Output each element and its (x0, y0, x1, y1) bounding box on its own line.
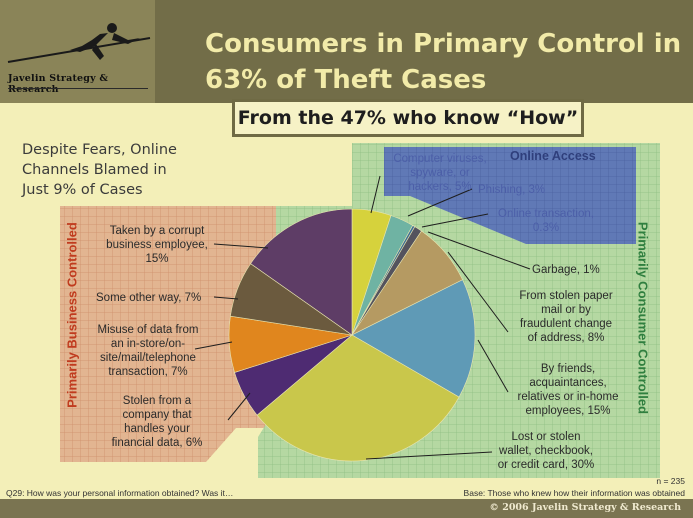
slice-label-garbage: Garbage, 1% (532, 264, 600, 276)
slice-label-wallet: Lost or stolen wallet, checkbook, or credi… (497, 431, 595, 471)
slice-label-employee: Taken by a corrupt business employee, 15% (106, 225, 208, 265)
left-note-line: Despite Fears, Online (22, 142, 177, 158)
copyright-bar: © 2006 Javelin Strategy & Research (0, 499, 693, 518)
copyright-text: © 2006 Javelin Strategy & Research (489, 502, 681, 513)
sample-size: n = 235 (656, 476, 685, 486)
title-line-1: Consumers in Primary Control in (205, 29, 682, 59)
logo-text: Javelin Strategy & Research (8, 73, 109, 95)
pie-slice-employee (250, 208, 353, 336)
leader-line-viruses (370, 175, 381, 214)
leader-lines (194, 175, 531, 460)
business-region (60, 206, 276, 462)
title-line-2: 63% of Theft Cases (205, 65, 487, 95)
pie-slice-friends (351, 279, 476, 398)
left-note-line: Channels Blamed in (22, 162, 167, 178)
slice-label-phishing: Phishing, 3% (478, 184, 546, 196)
online-access-region (384, 147, 636, 244)
left-note: Despite Fears, Online Channels Blamed in… (22, 140, 222, 200)
slice-label-online-transaction: Online transaction, 0.3% (498, 208, 594, 234)
slice-label-friends: By friends, acquaintances, relatives or in… (517, 363, 619, 417)
left-note-line: Just 9% of Cases (22, 182, 143, 198)
leader-line-garbage (427, 231, 531, 270)
subtitle-banner: From the 47% who know “How” (232, 99, 584, 137)
leader-line-online (421, 213, 489, 228)
question-note: Q29: How was your personal information o… (6, 488, 234, 498)
slice-label-misuse: Misuse of data from an in-store/on-site/m… (97, 324, 199, 378)
logo-underline (8, 88, 148, 89)
slice-label-company: Stolen from a company that handles your fin… (111, 395, 203, 449)
leader-line-wallet (365, 451, 493, 460)
online-access-title: Online Access (510, 149, 596, 163)
logo: Javelin Strategy & Research (0, 0, 155, 103)
pie-slice-wallet (256, 334, 460, 462)
pie-slices (228, 208, 476, 462)
slice-label-viruses: Computer viruses, spyware, or hackers, 5% (393, 153, 487, 193)
leader-line-friends (477, 339, 509, 393)
leader-line-phishing (407, 188, 473, 217)
leader-line-misuse (194, 341, 233, 350)
base-note: Base: Those who knew how their informati… (463, 488, 685, 498)
leader-line-employee (213, 243, 269, 249)
leader-line-company (227, 392, 251, 421)
leader-line-other (213, 296, 239, 300)
page-title: Consumers in Primary Control in 63% of T… (205, 26, 685, 98)
javelin-thrower-icon (7, 23, 151, 63)
consumer-region-label: Primarily Consumer Controlled (635, 221, 651, 415)
leader-line-mail (447, 251, 509, 333)
business-region-label: Primarily Business Controlled (64, 222, 80, 408)
slice-label-other: Some other way, 7% (96, 292, 202, 304)
slice-label-mail: From stolen paper mail or by fraudulent ch… (519, 290, 613, 344)
subtitle: From the 47% who know “How” (235, 102, 581, 134)
